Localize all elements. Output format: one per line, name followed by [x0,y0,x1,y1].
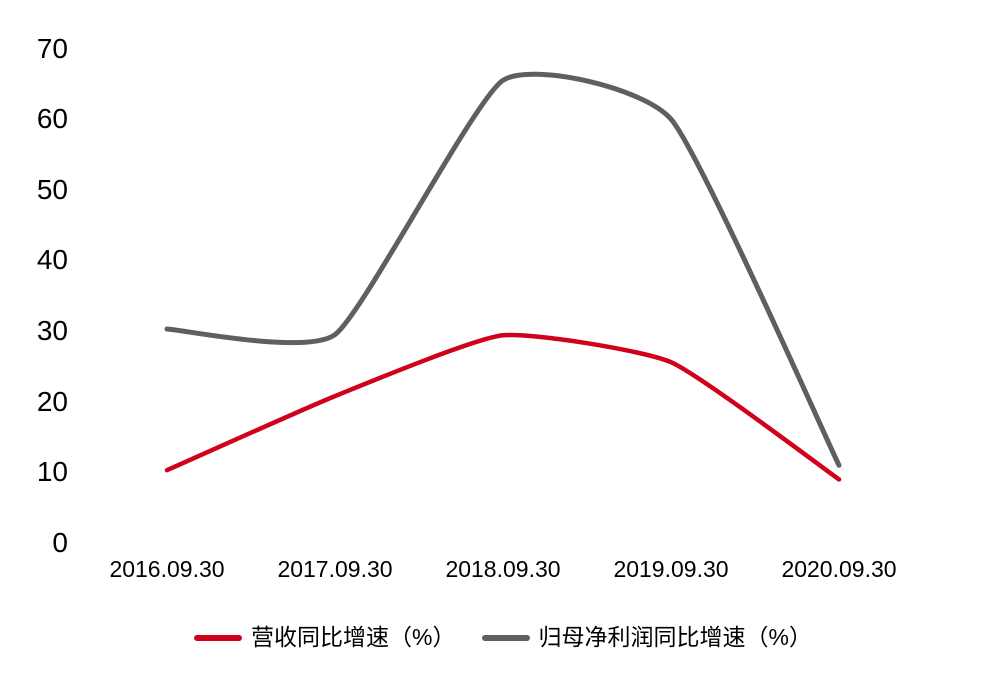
legend-item-0: 营收同比增速（%） [194,624,456,652]
x-tick-label: 2018.09.30 [445,556,561,582]
x-tick-label: 2017.09.30 [277,556,393,582]
series-line-1 [164,71,842,468]
x-tick-label: 2019.09.30 [613,556,729,582]
y-tick-label: 60 [36,103,68,135]
y-tick-label: 20 [36,385,68,417]
legend-label: 营收同比增速（%） [251,624,456,650]
x-tick-label: 2016.09.30 [109,556,225,582]
legend-label: 归母净利润同比增速（%） [538,624,812,650]
y-tick-label: 50 [36,173,68,205]
y-tick-label: 10 [36,456,68,488]
legend-swatch-icon [481,634,530,641]
y-tick-label: 70 [36,32,68,64]
legend-swatch-icon [194,634,243,641]
y-tick-label: 40 [36,244,68,276]
legend-item-1: 归母净利润同比增速（%） [481,624,812,652]
x-tick-label: 2020.09.30 [781,556,897,582]
legend: 营收同比增速（%） 归母净利润同比增速（%） [167,624,839,652]
y-tick-label: 0 [52,527,68,558]
y-tick-label: 30 [36,315,68,347]
series-line-0 [164,332,842,482]
